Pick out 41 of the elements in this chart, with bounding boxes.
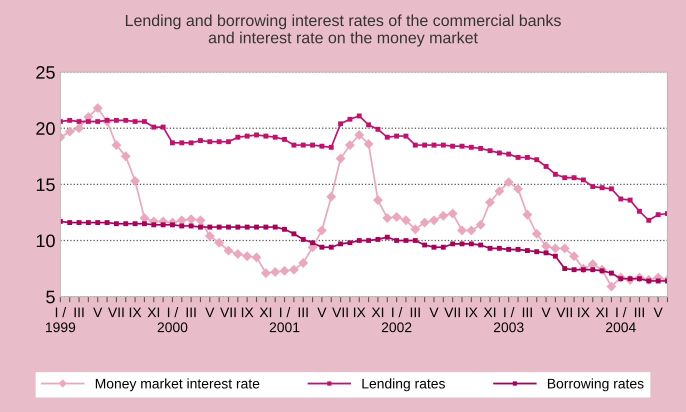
y-tick-label: 25 <box>36 66 55 79</box>
x-tick-label: VII <box>220 308 236 318</box>
x-tick-label: XI <box>372 308 384 318</box>
x-tick-label: I / 2004 <box>606 307 636 332</box>
legend-label: Money market interest rate <box>96 378 260 392</box>
chart-title: Lending and borrowing interest rates of the commercial banks and interest rate on the money market <box>126 14 561 47</box>
x-tick-label: I / 1999 <box>46 307 76 332</box>
x-tick-label: IX <box>354 308 366 318</box>
x-tick-label: IX <box>130 308 142 318</box>
x-tick-label: VII <box>444 308 460 318</box>
x-tick-label: IX <box>466 308 478 318</box>
x-tick-label: VII <box>332 308 348 318</box>
y-tick-label: 15 <box>36 178 55 192</box>
x-tick-label: IX <box>242 308 254 318</box>
y-tick-label: 10 <box>36 234 55 248</box>
x-tick-label: III <box>522 308 532 318</box>
x-tick-label: III <box>186 308 196 318</box>
legend-label: Borrowing rates <box>548 378 644 392</box>
x-tick-label: XI <box>596 308 608 318</box>
x-tick-label: XI <box>260 308 272 318</box>
x-tick-label: I / 2003 <box>494 307 524 332</box>
legend-label: Lending rates <box>362 378 445 392</box>
x-tick-label: V <box>93 308 102 318</box>
x-tick-label: I / 2000 <box>158 307 188 332</box>
x-tick-label: XI <box>148 308 160 318</box>
x-tick-label: VII <box>556 308 572 318</box>
x-tick-label: III <box>634 308 644 318</box>
x-tick-label: I / 2002 <box>382 307 412 332</box>
x-tick-label: III <box>410 308 420 318</box>
x-tick-label: III <box>298 308 308 318</box>
x-tick-label: V <box>541 308 551 318</box>
y-tick-label: 20 <box>36 122 55 135</box>
x-tick-label: V <box>205 308 214 318</box>
x-tick-label: V <box>429 308 439 318</box>
x-tick-label: VII <box>108 308 124 318</box>
x-tick-label: III <box>74 308 84 318</box>
x-tick-label: V <box>654 308 663 318</box>
y-tick-label: 5 <box>46 290 55 304</box>
x-tick-label: XI <box>484 308 496 318</box>
x-tick-label: IX <box>578 308 590 318</box>
x-tick-label: V <box>317 308 326 318</box>
